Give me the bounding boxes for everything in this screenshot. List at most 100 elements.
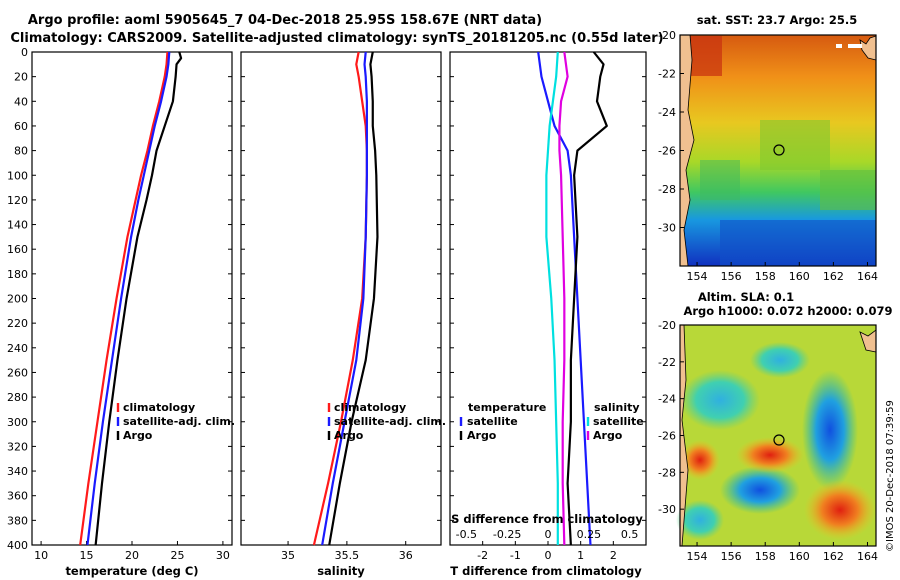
lat-tick-label: -26: [658, 145, 676, 158]
y-tick-label: 60: [14, 120, 28, 133]
lat-tick-label: -30: [658, 222, 676, 235]
x-tick-label: -1: [510, 549, 521, 562]
lon-tick-label: 158: [755, 270, 776, 283]
temperature-panel: 0 20 40 60 80 100 120 140 160 180 200 220 240 260 280 3…: [7, 46, 235, 578]
legend-label: satellite: [467, 415, 518, 428]
lat-tick-label: -22: [658, 356, 676, 369]
series-line-climatology: [312, 51, 368, 546]
y-tick-label: 240: [7, 342, 28, 355]
sla-map-image: [676, 324, 877, 547]
imos-credit: ©IMOS 20-Dec-2018 07:39:59: [885, 400, 896, 552]
s-tick-label: -0.5: [456, 528, 477, 541]
lat-tick-label: -22: [658, 68, 676, 81]
lon-tick-label: 162: [823, 550, 844, 563]
y-tick-label: 100: [7, 169, 28, 182]
y-tick-label: 340: [7, 465, 28, 478]
y-tick-label: 400: [7, 539, 28, 552]
temperature-plot-frame: [31, 51, 233, 546]
s-tick-label: 0.25: [577, 528, 602, 541]
sst-map-panel: sat. SST: 23.7 Argo: 25.5 154 156 158 160 16…: [658, 13, 878, 283]
s-tick-label: 0.5: [621, 528, 639, 541]
lat-tick-label: -28: [658, 466, 676, 479]
sst-map-title: sat. SST: 23.7 Argo: 25.5: [697, 13, 857, 27]
series-line-salinity-satellite: [545, 51, 559, 545]
y-tick-label: 120: [7, 194, 28, 207]
lon-tick-label: 156: [721, 270, 742, 283]
lat-tick-label: -26: [658, 430, 676, 443]
lon-tick-label: 158: [755, 550, 776, 563]
x-tick-label: 2: [610, 549, 617, 562]
series-line-temperature-satellite: [537, 51, 592, 546]
y-tick-label: 180: [7, 268, 28, 281]
y-tick-label: 140: [7, 219, 28, 232]
legend-label: climatology: [334, 401, 406, 414]
lat-tick-label: -30: [658, 503, 676, 516]
lon-tick-label: 160: [789, 550, 810, 563]
lat-tick-label: -24: [658, 393, 676, 406]
x-tick-label: 0: [545, 549, 552, 562]
argo-location-marker-sla: [773, 434, 785, 446]
x-tick-label: 35.5: [335, 549, 360, 562]
argo-location-marker: [773, 144, 785, 156]
legend-label: Argo: [334, 429, 364, 442]
difference-plot-frame: [449, 51, 647, 546]
lat-tick-label: -28: [658, 183, 676, 196]
lon-tick-label: 160: [789, 270, 810, 283]
y-tick-label: 20: [14, 71, 28, 84]
series-line-satellite-adj-clim-: [321, 51, 368, 546]
x-tick-label: 36: [399, 549, 413, 562]
y-tick-label: 200: [7, 293, 28, 306]
x-tick-label: 15: [80, 549, 94, 562]
y-tick-label: 40: [14, 95, 28, 108]
y-tick-label: 160: [7, 243, 28, 256]
lon-tick-label: 154: [687, 550, 708, 563]
lat-tick-label: -20: [658, 319, 676, 332]
y-tick-label: 300: [7, 416, 28, 429]
salinity-axis-label: salinity: [317, 564, 365, 578]
s-difference-axis-label: S difference from climatology: [451, 512, 643, 526]
lat-tick-label: -24: [658, 106, 676, 119]
lon-tick-label: 164: [857, 550, 878, 563]
temperature-axis-label: temperature (deg C): [65, 564, 198, 578]
y-tick-label: 360: [7, 490, 28, 503]
sla-map-title: Altim. SLA: 0.1: [698, 290, 794, 304]
difference-panel: -2 -1 0 1 2temperaturesatelliteArgosalinitys…: [449, 51, 647, 578]
x-tick-label: -2: [477, 549, 488, 562]
x-tick-label: 1: [577, 549, 584, 562]
legend-label: Argo: [593, 429, 623, 442]
x-tick-label: 25: [170, 549, 184, 562]
y-tick-label: 260: [7, 366, 28, 379]
series-line-salinity-argo: [558, 51, 569, 546]
sla-map-panel: Altim. SLA: 0.1 Argo h1000: 0.072 h2000:…: [658, 290, 893, 563]
s-tick-label: -0.25: [493, 528, 521, 541]
t-difference-axis-label: T difference from climatology: [450, 564, 642, 578]
x-tick-label: 30: [216, 549, 230, 562]
series-line-climatology: [79, 51, 169, 546]
legend-label: satellite-adj. clim.: [123, 415, 235, 428]
y-tick-label: 0: [21, 46, 28, 59]
x-tick-label: 35: [281, 549, 295, 562]
series-line-argo: [328, 51, 379, 546]
x-tick-label: 10: [34, 549, 48, 562]
legend-label: Argo: [467, 429, 497, 442]
figure-title-line2: Climatology: CARS2009. Satellite-adjuste…: [10, 31, 663, 46]
lon-tick-label: 156: [721, 550, 742, 563]
series-line-satellite-adj-clim-: [86, 51, 171, 546]
x-tick-label: 20: [125, 549, 139, 562]
lon-tick-label: 162: [823, 270, 844, 283]
salinity-plot-frame: [240, 51, 442, 546]
legend-title-temperature: temperature: [468, 401, 546, 414]
series-line-temperature-argo: [566, 51, 608, 546]
sst-map-image: [679, 34, 877, 267]
y-tick-label: 280: [7, 391, 28, 404]
y-tick-label: 220: [7, 317, 28, 330]
legend-label: satellite: [593, 415, 644, 428]
y-tick-label: 320: [7, 440, 28, 453]
y-tick-label: 380: [7, 514, 28, 527]
legend-label: climatology: [123, 401, 195, 414]
legend-label: satellite-adj. clim.: [334, 415, 446, 428]
legend-title-salinity: salinity: [594, 401, 640, 414]
s-tick-label: 0: [545, 528, 552, 541]
